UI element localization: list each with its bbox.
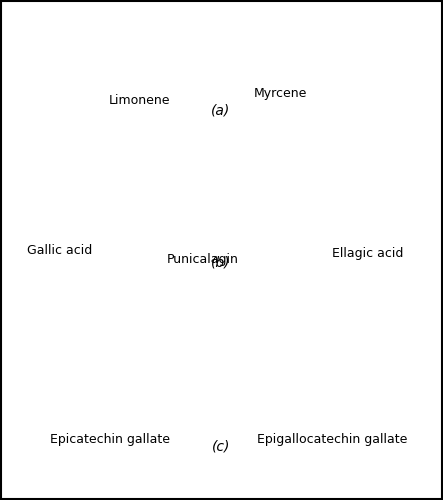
Text: Ellagic acid: Ellagic acid — [332, 246, 403, 260]
Text: Gallic acid: Gallic acid — [27, 244, 93, 256]
Text: Punicalagin: Punicalagin — [167, 254, 238, 266]
Text: Epicatechin gallate: Epicatechin gallate — [50, 434, 170, 446]
Text: (a): (a) — [211, 103, 231, 117]
Text: Limonene: Limonene — [109, 94, 171, 106]
Text: (c): (c) — [212, 440, 230, 454]
Text: (b): (b) — [211, 255, 231, 269]
Text: Epigallocatechin gallate: Epigallocatechin gallate — [257, 434, 408, 446]
Text: Myrcene: Myrcene — [253, 86, 307, 100]
